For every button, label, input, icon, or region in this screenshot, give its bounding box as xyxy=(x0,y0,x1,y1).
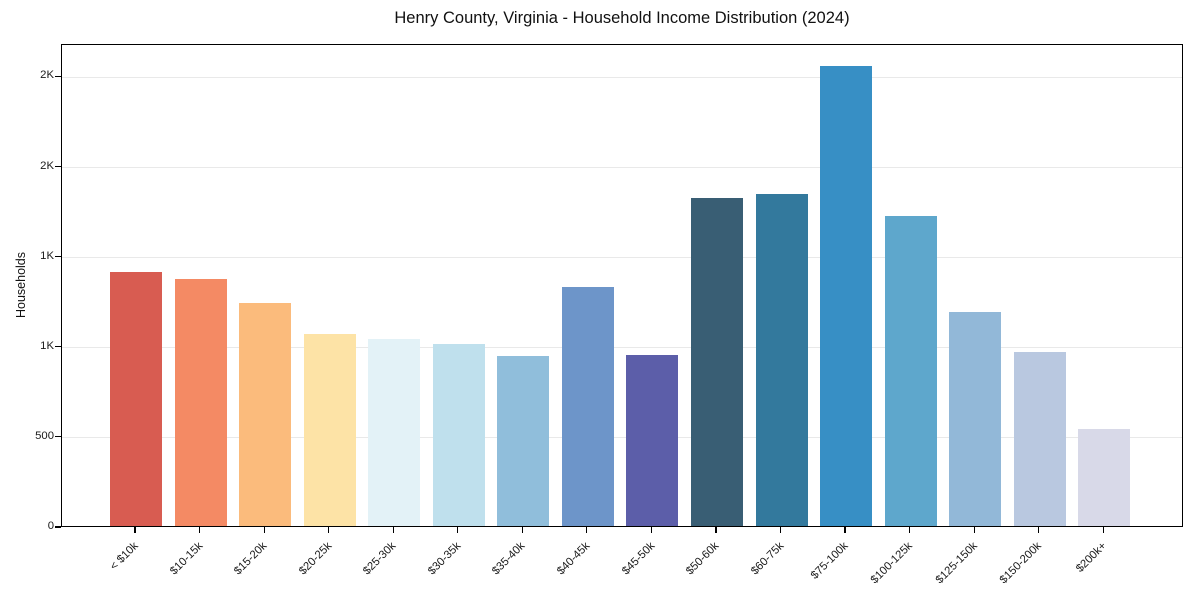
gridline xyxy=(62,437,1182,439)
y-tick-label: 2K xyxy=(40,159,54,172)
x-tick-mark xyxy=(973,527,975,533)
x-tick-label: $150-200k xyxy=(997,540,1045,587)
bar xyxy=(239,302,292,526)
bar xyxy=(949,312,1002,526)
gridline xyxy=(62,167,1182,169)
bar xyxy=(690,198,743,526)
x-tick-mark xyxy=(134,527,136,533)
bar xyxy=(1078,428,1131,526)
bar xyxy=(303,334,356,526)
x-tick-mark xyxy=(198,527,201,533)
x-tick-mark xyxy=(844,527,846,533)
y-tick-label: 500 xyxy=(35,429,54,442)
x-tick-label: < $10k xyxy=(107,540,141,573)
x-tick-label: $40-45k xyxy=(554,540,593,578)
bar xyxy=(497,355,550,526)
x-tick-mark xyxy=(909,527,911,533)
bar xyxy=(110,271,162,526)
x-tick-mark xyxy=(392,527,394,533)
bar xyxy=(820,66,873,526)
x-tick-label: $10-15k xyxy=(167,540,206,578)
gridline xyxy=(62,347,1182,349)
x-tick-label: $45-50k xyxy=(619,540,657,578)
x-tick-mark xyxy=(457,527,459,533)
y-tick-mark xyxy=(55,526,61,528)
y-tick-mark xyxy=(55,165,61,168)
x-tick-label: $15-20k xyxy=(232,540,270,578)
x-tick-label: $200k+ xyxy=(1073,540,1109,575)
x-tick-mark xyxy=(328,527,330,533)
bar xyxy=(174,279,227,526)
bar xyxy=(884,216,937,526)
y-tick-label: 0 xyxy=(47,520,54,532)
x-tick-label: $50-60k xyxy=(684,540,722,578)
x-tick-mark xyxy=(521,527,523,533)
bar xyxy=(626,354,679,526)
x-tick-label: $60-75k xyxy=(748,540,786,578)
x-tick-mark xyxy=(779,527,782,533)
bar xyxy=(561,287,614,526)
chart-title: Henry County, Virginia - Household Incom… xyxy=(394,9,850,27)
y-tick-mark xyxy=(55,75,61,78)
y-axis-label: Households xyxy=(14,251,28,319)
x-tick-mark xyxy=(715,527,717,533)
plot-area xyxy=(61,44,1183,527)
y-tick-mark xyxy=(55,256,61,258)
x-tick-mark xyxy=(586,527,588,533)
gridline xyxy=(62,76,1182,78)
x-tick-mark xyxy=(1102,527,1104,533)
x-tick-label: $35-40k xyxy=(490,540,528,578)
bar xyxy=(1013,352,1066,526)
x-tick-label: $75-100k xyxy=(808,540,851,582)
bar xyxy=(368,338,421,526)
x-tick-label: $125-150k xyxy=(933,540,980,587)
gridline xyxy=(62,257,1182,259)
x-tick-label: $100-125k xyxy=(868,540,916,587)
x-tick-mark xyxy=(263,527,265,533)
bar xyxy=(432,343,485,526)
bar xyxy=(755,193,808,526)
x-tick-mark xyxy=(1038,527,1040,533)
x-tick-mark xyxy=(650,527,652,533)
y-tick-label: 1K xyxy=(40,249,54,262)
x-tick-label: $20-25k xyxy=(296,540,335,578)
y-tick-mark xyxy=(55,436,61,438)
x-tick-label: $25-30k xyxy=(361,540,399,578)
x-tick-label: $30-35k xyxy=(425,540,464,578)
y-tick-label: 2K xyxy=(40,69,54,82)
y-tick-label: 1K xyxy=(40,339,54,352)
y-tick-mark xyxy=(55,346,61,348)
